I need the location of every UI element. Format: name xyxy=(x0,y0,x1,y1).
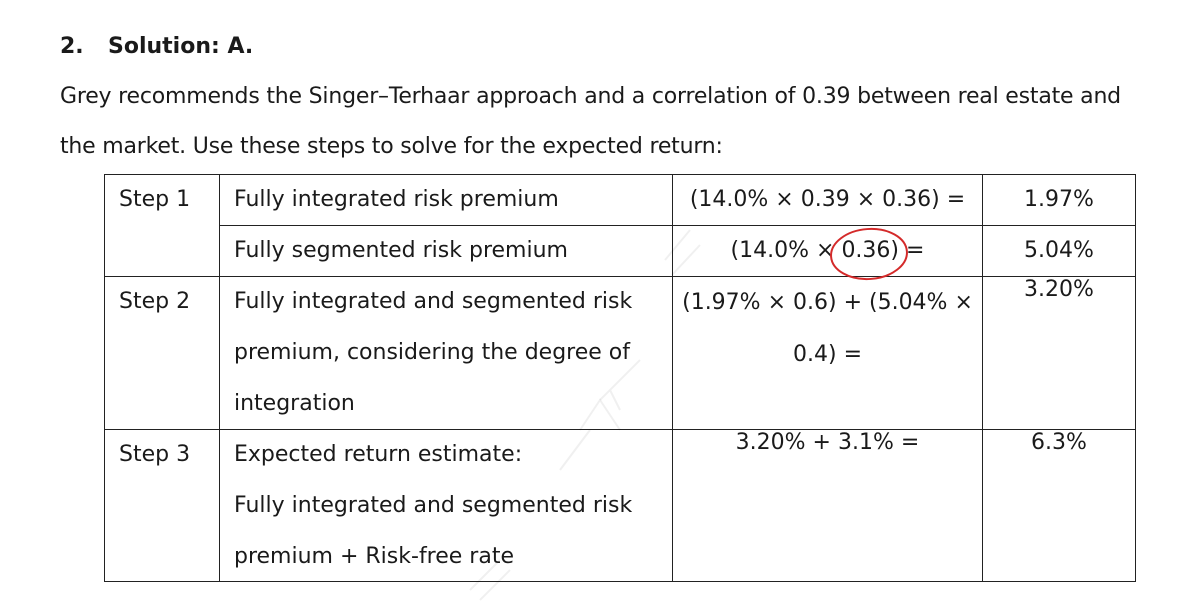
description-line: Expected return estimate: xyxy=(234,442,523,467)
table-row: Step 1 Fully integrated risk premium (14… xyxy=(104,174,1136,277)
calculation-cell: 3.20% + 3.1% = xyxy=(672,429,983,582)
step-3-cell: Step 3 xyxy=(104,429,220,582)
intro-line-2: the market. Use these steps to solve for… xyxy=(60,134,723,159)
calculation-cell: (14.0% × 0.39 × 0.36) = xyxy=(672,174,983,226)
description-line: premium + Risk-free rate xyxy=(234,544,514,569)
description-cell: Fully integrated and segmented risk prem… xyxy=(219,276,673,430)
result-value: 6.3% xyxy=(1031,430,1087,455)
calculation-line: 3.20% + 3.1% = xyxy=(735,430,920,455)
table-row: Fully segmented risk premium (14.0% × 0.… xyxy=(105,225,1136,277)
description-line: Fully segmented risk premium xyxy=(234,238,568,263)
step-2-cell: Step 2 xyxy=(104,276,220,430)
solution-heading: 2. Solution: A. xyxy=(60,34,253,59)
result-cell: 6.3% xyxy=(982,429,1136,582)
question-number: 2. xyxy=(60,34,84,59)
result-cell: 1.97% xyxy=(982,174,1136,226)
step-label: Step 1 xyxy=(119,187,191,212)
result-value: 1.97% xyxy=(1024,187,1094,212)
calculation-line: (1.97% × 0.6) + (5.04% × xyxy=(682,290,973,315)
table-row: Step 2 Fully integrated and segmented ri… xyxy=(104,276,1136,430)
solution-title: Solution: A. xyxy=(108,34,254,59)
description-line: Fully integrated and segmented risk xyxy=(234,493,633,518)
result-cell: 3.20% xyxy=(982,276,1136,430)
calculation-cell: (1.97% × 0.6) + (5.04% × 0.4) = xyxy=(672,276,983,430)
calculation-line: (14.0% × 0.39 × 0.36) = xyxy=(689,187,966,212)
step-1-cell: Step 1 xyxy=(104,174,220,277)
description-line: premium, considering the degree of xyxy=(234,340,630,365)
calculation-line: (14.0% × 0.36) = xyxy=(730,238,925,263)
step-label: Step 3 xyxy=(119,442,191,467)
calculation-cell: (14.0% × 0.36) = xyxy=(672,225,983,277)
description-line: Fully integrated and segmented risk xyxy=(234,289,633,314)
result-value: 5.04% xyxy=(1024,238,1094,263)
description-cell: Expected return estimate: Fully integrat… xyxy=(219,429,673,582)
description-line: Fully integrated risk premium xyxy=(234,187,559,212)
description-line: integration xyxy=(234,391,355,416)
step-label: Step 2 xyxy=(119,289,191,314)
intro-line-1: Grey recommends the Singer–Terhaar appro… xyxy=(60,84,1121,109)
calculation-line: 0.4) = xyxy=(793,342,862,367)
table-row: Step 3 Expected return estimate: Fully i… xyxy=(104,429,1136,582)
result-cell: 5.04% xyxy=(982,225,1136,277)
description-cell: Fully integrated risk premium xyxy=(219,174,673,226)
solution-steps-table: Step 1 Fully integrated risk premium (14… xyxy=(104,174,1136,582)
result-value: 3.20% xyxy=(1024,277,1094,302)
description-cell: Fully segmented risk premium xyxy=(219,225,673,277)
